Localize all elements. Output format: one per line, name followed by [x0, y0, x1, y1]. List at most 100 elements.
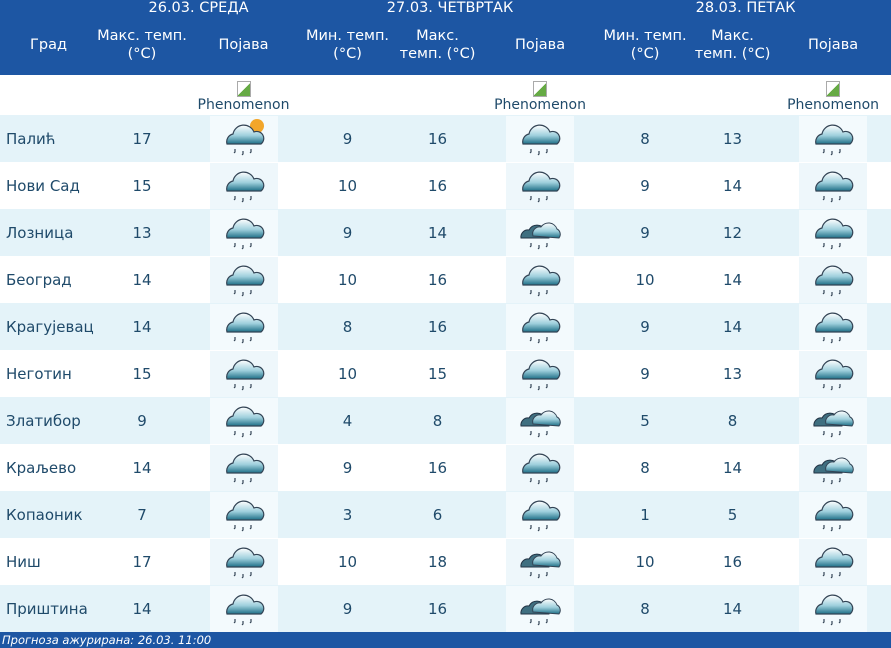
max-temp: 15: [427, 364, 448, 383]
phenomenon-cell: [480, 585, 601, 632]
max-temp: 16: [427, 176, 448, 195]
min-temp: 10: [635, 552, 655, 571]
col-phenomenon: Појава: [480, 15, 601, 75]
broken-image-icon: [236, 81, 251, 97]
min-temp: 8: [640, 458, 650, 477]
max-temp: 14: [723, 176, 743, 195]
max-temp: 14: [690, 585, 776, 632]
max-temp: 8: [690, 397, 776, 444]
col-max: Макс. темп. (°C): [690, 15, 776, 75]
max-temp: 16: [395, 303, 481, 350]
phenomenon-cell: [775, 538, 891, 585]
rain-icon: [506, 491, 575, 538]
table-row: Златибор 9 4 8 5 8: [0, 397, 891, 444]
partly-cloudy-rain-icon: [209, 115, 278, 162]
table-row: Неготин 15 10 15 9 13: [0, 350, 891, 397]
min-temp: 10: [337, 364, 358, 383]
phenomenon-cell: [480, 115, 601, 162]
max-temp: 14: [690, 303, 776, 350]
max-temp: 6: [395, 491, 481, 538]
max-temp: 16: [395, 115, 481, 162]
max-temp: 9: [97, 397, 187, 444]
footer-updated: Прогноза ажурирана: 26.03. 11:00: [0, 632, 891, 648]
rain-icon: [799, 585, 868, 632]
phenomenon-cell: [775, 397, 891, 444]
col-phenomenon: Појава: [187, 15, 301, 75]
min-temp: 9: [600, 303, 691, 350]
clouds-rain-icon: [799, 397, 868, 444]
broken-image-icon: [533, 81, 548, 97]
max-temp: 17: [97, 115, 187, 162]
phenomenon-cell: [187, 444, 300, 491]
min-temp: 10: [337, 270, 358, 289]
rain-icon: [506, 162, 575, 209]
phenomenon-cell: [775, 491, 891, 538]
city-name: Неготин: [6, 364, 72, 383]
max-temp: 14: [97, 303, 187, 350]
rain-icon: [506, 115, 575, 162]
phenomenon-cell: [187, 303, 301, 350]
phenomenon-cell: [480, 162, 600, 209]
rain-icon: [506, 350, 575, 397]
col-max: Макс. темп. (°C): [97, 15, 187, 75]
rain-icon: [209, 397, 278, 444]
min-temp: 8: [600, 115, 691, 162]
table-row: Приштина 14 9 16 8 14: [0, 585, 891, 632]
city-name: Лозница: [0, 209, 97, 256]
max-temp: 14: [723, 458, 743, 477]
min-temp: 9: [600, 209, 691, 256]
city-name: Ниш: [6, 552, 41, 571]
max-temp: 16: [427, 270, 448, 289]
phenomenon-cell: [480, 350, 600, 397]
table-row: Нови Сад 15 10 16 9 14: [0, 162, 891, 209]
rain-icon: [799, 303, 868, 350]
min-temp: 9: [640, 176, 650, 195]
rain-icon: [209, 350, 278, 397]
clouds-rain-icon: [799, 444, 868, 491]
phenomenon-cell: [480, 444, 600, 491]
city-name: Крагујевац: [0, 303, 97, 350]
day-header: 28.03. ПЕТАК: [600, 0, 891, 15]
broken-image: Phenomenon: [480, 75, 600, 115]
rain-icon: [799, 115, 868, 162]
min-temp: 8: [600, 585, 691, 632]
phenomenon-cell: [480, 303, 601, 350]
phenomenon-cell: [187, 350, 300, 397]
col-min: Мин. темп. (°C): [300, 15, 396, 75]
max-temp: 14: [132, 270, 152, 289]
max-temp: 13: [690, 115, 776, 162]
min-temp: 8: [300, 303, 396, 350]
min-temp: 9: [342, 458, 353, 477]
min-temp: 5: [600, 397, 691, 444]
city-name: Приштина: [0, 585, 97, 632]
phenomenon-cell: [480, 538, 600, 585]
min-temp: 3: [300, 491, 396, 538]
rain-icon: [506, 444, 575, 491]
table-row: Крагујевац 14 8 16 9 14: [0, 303, 891, 350]
max-temp: 16: [723, 552, 743, 571]
max-temp: 15: [132, 364, 152, 383]
city-name: Краљево: [6, 458, 77, 477]
min-temp: 9: [640, 364, 650, 383]
phenomenon-cell: [775, 115, 891, 162]
image-alt-text: Phenomenon: [787, 97, 880, 113]
day-header: 26.03. СРЕДА: [97, 0, 301, 15]
col-min: Мин. темп. (°C): [600, 15, 691, 75]
max-temp: 15: [132, 176, 152, 195]
phenomenon-cell: [775, 444, 891, 491]
broken-image: Phenomenon: [187, 75, 300, 115]
phenomenon-cell: [187, 538, 300, 585]
table-row: Ниш 17 10 18 10 16: [0, 538, 891, 585]
max-temp: 14: [97, 585, 187, 632]
phenomenon-cell: [775, 209, 891, 256]
rain-icon: [209, 538, 278, 585]
min-temp: 1: [600, 491, 691, 538]
rain-icon: [506, 303, 575, 350]
table-row: Краљево 14 9 16 8 14: [0, 444, 891, 491]
broken-image: Phenomenon: [775, 75, 891, 115]
day-header: 27.03. ЧЕТВРТАК: [300, 0, 601, 15]
clouds-rain-icon: [506, 538, 575, 585]
city-name: Златибор: [0, 397, 97, 444]
rain-icon: [799, 256, 868, 303]
rain-icon: [799, 209, 868, 256]
